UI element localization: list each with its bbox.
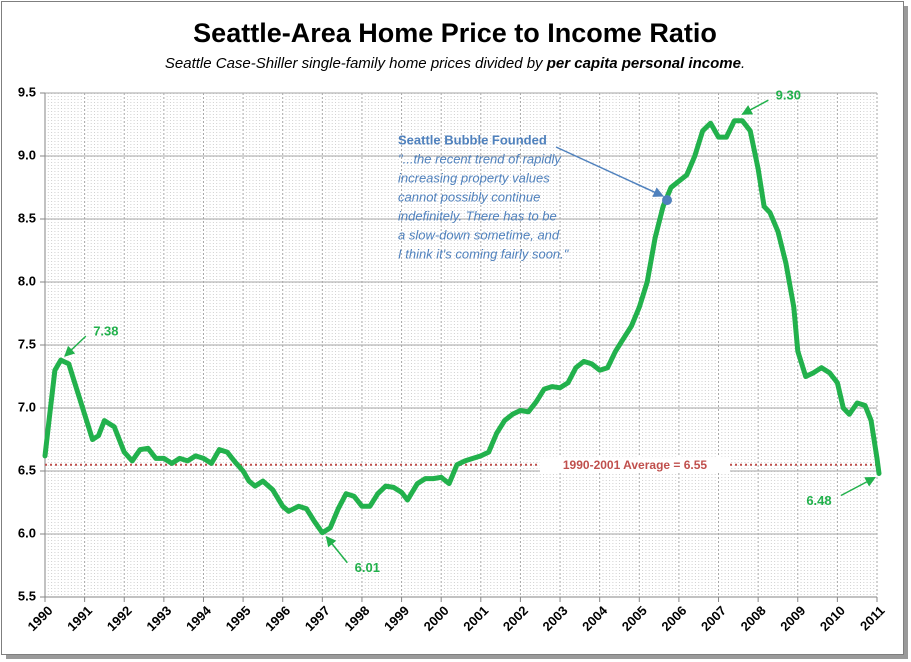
callout-title: Seattle Bubble Founded <box>398 132 547 147</box>
annotation-arrow <box>64 335 87 357</box>
average-label: 1990-2001 Average = 6.55 <box>563 458 708 472</box>
data-line <box>42 118 882 536</box>
subtitle-part: per capita personal income <box>546 55 741 72</box>
y-tick-label: 6.0 <box>18 525 36 540</box>
y-tick-label: 5.5 <box>18 588 36 603</box>
y-tick-label: 9.0 <box>18 147 36 162</box>
callout-quote: a slow-down sometime, and <box>398 227 560 242</box>
y-tick-label: 7.5 <box>18 336 36 351</box>
callout-arrow <box>555 146 664 197</box>
callout-quote: "...the recent trend of rapidly <box>398 151 562 166</box>
y-tick-label: 6.5 <box>18 462 36 477</box>
callout-quote: increasing property values <box>398 170 550 185</box>
y-tick-label: 8.0 <box>18 273 36 288</box>
annotation-label: 6.48 <box>806 493 831 508</box>
callout-quote: I think it's coming fairly soon." <box>398 246 570 261</box>
callout-quote: indefinitely. There has to be <box>398 208 557 223</box>
subtitle-part: . <box>741 55 745 72</box>
annotation-label: 6.01 <box>355 560 380 575</box>
chart-title: Seattle-Area Home Price to Income Ratio <box>193 18 717 48</box>
subtitle-part: Seattle Case-Shiller single-family home … <box>165 55 547 72</box>
annotation-arrow <box>325 535 348 564</box>
annotation-arrow <box>840 476 876 497</box>
callout-point <box>662 195 673 206</box>
annotation-arrow <box>741 99 769 115</box>
y-tick-label: 7.0 <box>18 399 36 414</box>
y-tick-label: 9.5 <box>18 84 36 99</box>
callout-quote: cannot possibly continue <box>398 189 540 204</box>
y-tick-label: 8.5 <box>18 210 36 225</box>
annotation-label: 9.30 <box>776 88 801 103</box>
average-label-bg <box>540 456 730 473</box>
chart-subtitle: Seattle Case-Shiller single-family home … <box>165 55 745 72</box>
annotation-label: 7.38 <box>93 324 118 339</box>
